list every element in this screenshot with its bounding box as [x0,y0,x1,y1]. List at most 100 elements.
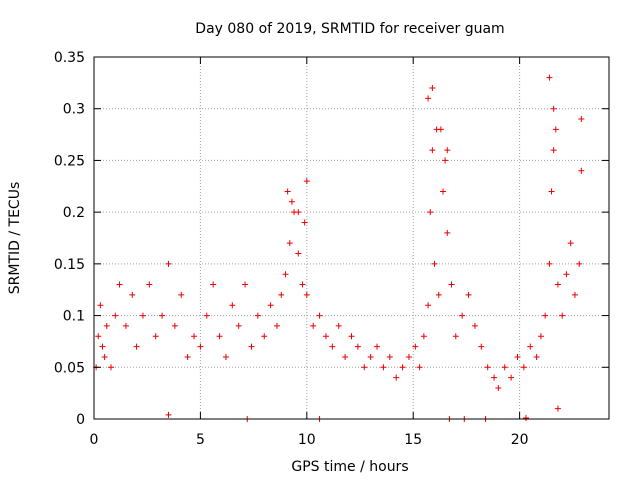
data-point [103,322,110,329]
data-point [444,229,451,236]
data-point [563,271,570,278]
y-tick-label: 0.2 [63,205,85,221]
data-point [546,74,553,81]
data-point [295,250,302,257]
data-point [303,291,310,298]
x-tick-label: 0 [90,432,99,448]
data-point [184,353,191,360]
data-point [284,188,291,195]
data-point [288,198,295,205]
data-point [514,353,521,360]
data-point [171,322,178,329]
data-point [508,374,515,381]
data-point [478,343,485,350]
data-point [520,364,527,371]
data-point [537,333,544,340]
data-point [354,343,361,350]
chart-title: Day 080 of 2019, SRMTID for receiver gua… [195,21,504,37]
data-point [412,343,419,350]
x-tick-label: 20 [511,432,529,448]
data-point [108,364,115,371]
data-point [552,126,559,133]
data-point [399,364,406,371]
data-point [546,260,553,267]
data-point [405,353,412,360]
data-point [425,95,432,102]
data-point [559,312,566,319]
y-tick-label: 0.15 [54,257,85,273]
data-point [380,364,387,371]
data-point [361,364,368,371]
x-tick-label: 5 [196,432,205,448]
data-point [550,147,557,154]
data-point [442,157,449,164]
data-point [101,353,108,360]
data-point [501,364,508,371]
data-point [322,333,329,340]
data-point [335,322,342,329]
x-axis-label: GPS time / hours [291,459,408,475]
plot-frame [93,56,610,420]
data-point [139,312,146,319]
data-point [222,353,229,360]
data-point [578,116,585,123]
data-point [465,291,472,298]
data-point [303,178,310,185]
data-point [393,374,400,381]
data-point [129,291,136,298]
data-point [471,322,478,329]
data-point [567,240,574,247]
data-point [440,188,447,195]
y-tick-label: 0.1 [63,309,85,325]
data-point [235,322,242,329]
data-point [133,343,140,350]
data-point [523,414,530,421]
data-point [542,312,549,319]
data-point [95,333,102,340]
data-point [191,333,198,340]
data-point [310,322,317,329]
data-point [554,281,561,288]
data-point [210,281,217,288]
data-point [112,312,119,319]
data-point [282,271,289,278]
data-point [159,312,166,319]
data-point [122,322,129,329]
data-point [242,281,249,288]
data-point [295,209,302,216]
data-point [261,333,268,340]
data-point [425,302,432,309]
data-point [554,405,561,412]
axis-ticks: 0 0.05 0.1 0.15 0.2 0.25 0.3 0.35 0 5 10 15 20 [54,50,609,448]
data-point [429,147,436,154]
data-point [329,343,336,350]
data-point [448,281,455,288]
data-point [248,343,255,350]
data-point [116,281,123,288]
data-points [93,74,585,422]
data-point [99,343,106,350]
data-point [203,312,210,319]
data-point [548,188,555,195]
data-point [367,353,374,360]
data-point [286,240,293,247]
x-tick-label: 15 [404,432,422,448]
data-point [146,281,153,288]
data-point [444,147,451,154]
data-point [420,333,427,340]
x-tick-label: 10 [298,432,316,448]
data-point [550,105,557,112]
data-point [459,312,466,319]
data-point [165,411,172,418]
data-point [495,384,502,391]
y-axis-label: SRMTID / TECUs [7,182,23,295]
data-point [301,219,308,226]
data-point [229,302,236,309]
data-point [576,260,583,267]
series-floor [165,405,561,422]
data-point [374,343,381,350]
data-point [152,333,159,340]
data-point [278,291,285,298]
y-tick-label: 0.35 [54,50,85,66]
data-point [484,364,491,371]
